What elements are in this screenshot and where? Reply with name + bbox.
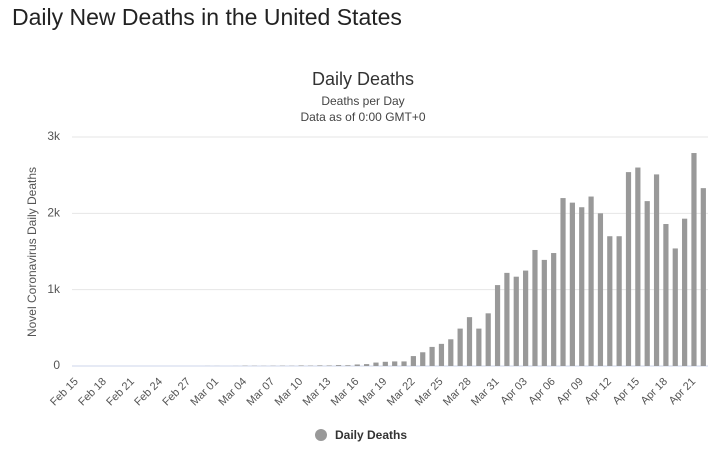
y-tick-label: 3k [47,129,61,143]
bar [551,253,556,366]
bar [673,248,678,366]
x-tick-label: Mar 16 [329,376,362,409]
bar [476,329,481,366]
bar [598,213,603,366]
bar [392,361,397,366]
bar [458,329,463,366]
x-tick-label: Mar 10 [273,376,306,409]
bar [542,260,547,366]
bar [663,224,668,366]
bar [504,273,509,366]
x-tick-label: Apr 09 [555,376,586,407]
bar [429,347,434,366]
y-tick-label: 1k [47,282,61,296]
bar [607,236,612,366]
y-axis-label: Novel Coronavirus Daily Deaths [25,167,39,337]
bar [523,271,528,366]
x-tick-label: Mar 01 [188,376,221,409]
bar [355,364,360,366]
bar [495,285,500,366]
bar [345,365,350,366]
y-tick-label: 2k [47,206,61,220]
legend-label: Daily Deaths [335,428,407,442]
bar [336,365,341,366]
x-tick-label: Apr 06 [526,376,557,407]
x-tick-label: Feb 21 [104,376,137,409]
x-tick-label: Mar 19 [357,376,390,409]
bar [439,344,444,366]
x-tick-label: Mar 22 [385,376,418,409]
bar [579,207,584,366]
bar [588,197,593,366]
bar [317,365,322,366]
x-tick-label: Apr 03 [498,376,529,407]
bar [401,361,406,366]
bar [467,317,472,366]
bar [327,365,332,366]
bar [411,356,416,366]
bar [514,277,519,366]
x-tick-label: Mar 07 [245,376,278,409]
bar [486,313,491,366]
bar [617,236,622,366]
page-title: Daily New Deaths in the United States [12,4,402,30]
bar [299,365,304,366]
x-tick-label: Feb 24 [132,376,165,409]
bar [691,153,696,366]
bar [448,339,453,366]
x-tick-label: Apr 12 [583,376,614,407]
chart-subtitle: Deaths per Day [321,94,404,108]
x-tick-label: Apr 15 [611,376,642,407]
bar [654,174,659,366]
bar [383,362,388,366]
bar [645,201,650,366]
x-tick-label: Apr 21 [667,376,698,407]
bar [635,168,640,366]
x-tick-label: Mar 04 [217,376,250,409]
bar [701,188,706,366]
x-tick-label: Feb 15 [48,376,81,409]
bar [364,364,369,366]
x-tick-label: Mar 13 [301,376,334,409]
bar [560,198,565,366]
chart-subtitle: Data as of 0:00 GMT+0 [300,110,425,124]
chart-title: Daily Deaths [312,69,414,89]
y-tick-label: 0 [53,358,60,372]
bar [420,352,425,366]
x-tick-label: Mar 28 [441,376,474,409]
bar [532,250,537,366]
bar [570,203,575,366]
x-tick-label: Mar 25 [413,376,446,409]
x-tick-label: Feb 18 [76,376,109,409]
bar [626,172,631,366]
legend-marker [315,429,327,441]
x-tick-label: Feb 27 [160,376,193,409]
bar [682,219,687,366]
x-tick-label: Apr 18 [639,376,670,407]
x-tick-label: Mar 31 [469,376,502,409]
bar [373,363,378,366]
